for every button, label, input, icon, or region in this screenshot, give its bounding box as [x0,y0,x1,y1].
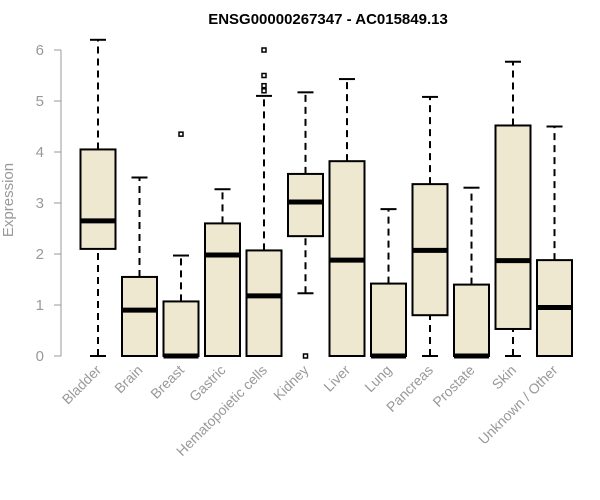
boxes-group [79,38,573,359]
box-1 [79,38,117,357]
box-rect [162,300,200,357]
box-rect [245,249,283,357]
box-2 [121,176,158,358]
box-12 [536,125,573,357]
outlier-point [261,88,267,94]
x-tick-label: Prostate [429,362,477,410]
x-tick-label: Skin [489,362,520,393]
chart-title: ENSG00000267347 - AC015849.13 [208,11,448,28]
box-rect [370,282,407,357]
box-11 [494,60,532,357]
box-10 [453,186,490,359]
x-tick-label: Brain [111,362,145,396]
box-5 [245,47,283,357]
box-rect [453,283,490,358]
box-3 [162,131,200,359]
x-tick-label: Kidney [270,362,312,404]
box-4 [204,188,241,357]
x-tick-label: Bladder [59,362,105,408]
y-tick-label: 4 [36,144,44,161]
y-axis-label: Expression [0,163,17,237]
x-tick-label: Lung [361,362,394,395]
box-rect [79,148,117,250]
box-9 [411,95,449,357]
x-tick-label: Liver [320,362,353,395]
y-tick-label: 0 [36,348,44,365]
y-tick-label: 2 [36,246,44,263]
box-rect [287,172,324,238]
box-8 [370,208,407,359]
box-7 [328,78,366,357]
box-rect [121,275,158,358]
outlier-point [302,353,309,359]
outlier-point [261,47,267,53]
outlier-point [178,131,184,137]
y-axis: 0 1 2 3 4 5 6 [36,42,62,365]
x-tick-label: Breast [147,362,187,402]
y-tick-label: 3 [36,195,44,212]
y-tick-label: 1 [36,297,44,314]
box-6 [287,91,324,359]
box-rect [204,222,241,357]
outlier-point [261,72,267,79]
y-tick-label: 5 [36,93,44,110]
outlier-point [261,82,267,89]
y-tick-label: 6 [36,42,44,59]
x-tick-label: Unknown / Other [475,362,561,448]
box-rect [494,124,532,330]
